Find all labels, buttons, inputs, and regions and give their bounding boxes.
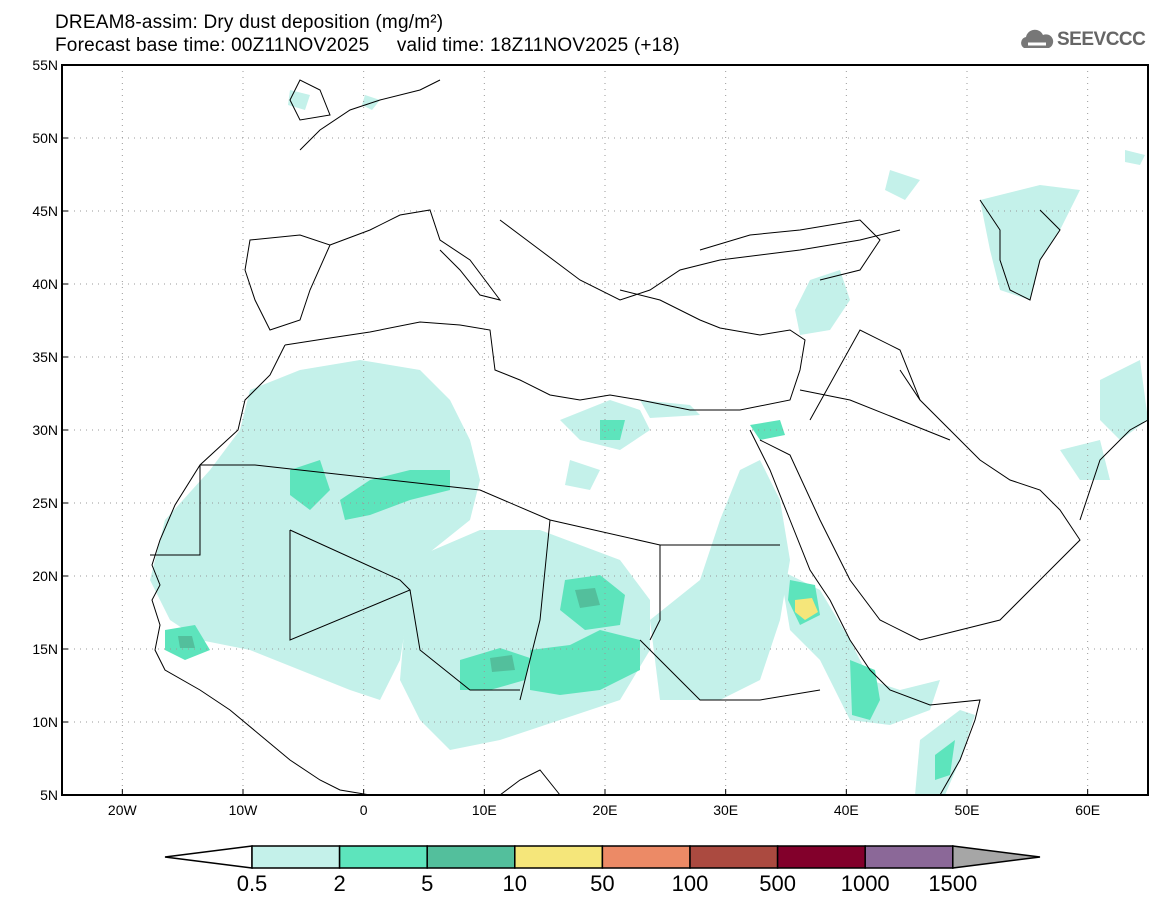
map-title: DREAM8-assim: Dry dust deposition (mg/m²… (55, 12, 444, 33)
lat-tick-label: 45N (32, 203, 58, 219)
legend-bin (689, 845, 779, 869)
legend-label: 2 (333, 871, 345, 896)
lat-tick-label: 30N (32, 422, 58, 438)
lat-tick-label: 40N (32, 276, 58, 292)
legend-label: 1500 (928, 871, 977, 896)
legend-label: 50 (590, 871, 614, 896)
lon-tick-label: 30E (713, 802, 738, 818)
legend-label: 5 (421, 871, 433, 896)
lat-tick-label: 5N (40, 787, 58, 803)
lat-tick-label: 20N (32, 568, 58, 584)
colorbar-legend: 0.5 2 5 10 50 100 500 1000 1500 (164, 845, 1041, 896)
lat-tick-label: 25N (32, 495, 58, 511)
lon-tick-label: 20W (108, 802, 138, 818)
coastlines-and-borders (150, 79, 1149, 796)
legend-bin (426, 845, 516, 869)
valid-time: valid time: 18Z11NOV2025 (+18) (396, 35, 680, 56)
lon-tick-label: 10E (472, 802, 497, 818)
legend-bin (776, 845, 866, 869)
graticule (62, 65, 1148, 795)
legend-bin (601, 845, 691, 869)
legend-label: 10 (503, 871, 527, 896)
legend-label: 1000 (841, 871, 890, 896)
legend-bin (338, 845, 428, 869)
lon-tick-label: 0 (360, 802, 368, 818)
lon-tick-label: 50E (955, 802, 980, 818)
map-axes: 20W 10W 0 10E 20E 30E 40E 50E 60E 5N 10N 15N 20N 25N 3… (32, 57, 1100, 818)
lon-tick-label: 60E (1075, 802, 1100, 818)
cloud-icon (1021, 29, 1054, 48)
legend-label: 500 (759, 871, 796, 896)
legend-label: 100 (672, 871, 709, 896)
lat-tick-label: 15N (32, 641, 58, 657)
lat-tick-label: 35N (32, 349, 58, 365)
lon-tick-label: 10W (229, 802, 259, 818)
base-time: Forecast base time: 00Z11NOV2025 (55, 35, 370, 56)
legend-over-triangle (952, 845, 1041, 869)
legend-under-triangle (164, 845, 253, 869)
legend-bin (864, 845, 954, 869)
forecast-times: Forecast base time: 00Z11NOV2025 valid t… (55, 35, 680, 57)
lat-tick-label: 10N (32, 714, 58, 730)
seevccc-logo: SEEVCCC (1018, 28, 1146, 52)
legend-bin (251, 845, 341, 869)
lon-tick-label: 40E (834, 802, 859, 818)
legend-bin (514, 845, 604, 869)
lon-tick-label: 20E (593, 802, 618, 818)
legend-label: 0.5 (237, 871, 268, 896)
lat-tick-label: 55N (32, 57, 58, 73)
lat-tick-label: 50N (32, 130, 58, 146)
dust-deposition-field (150, 90, 1148, 795)
